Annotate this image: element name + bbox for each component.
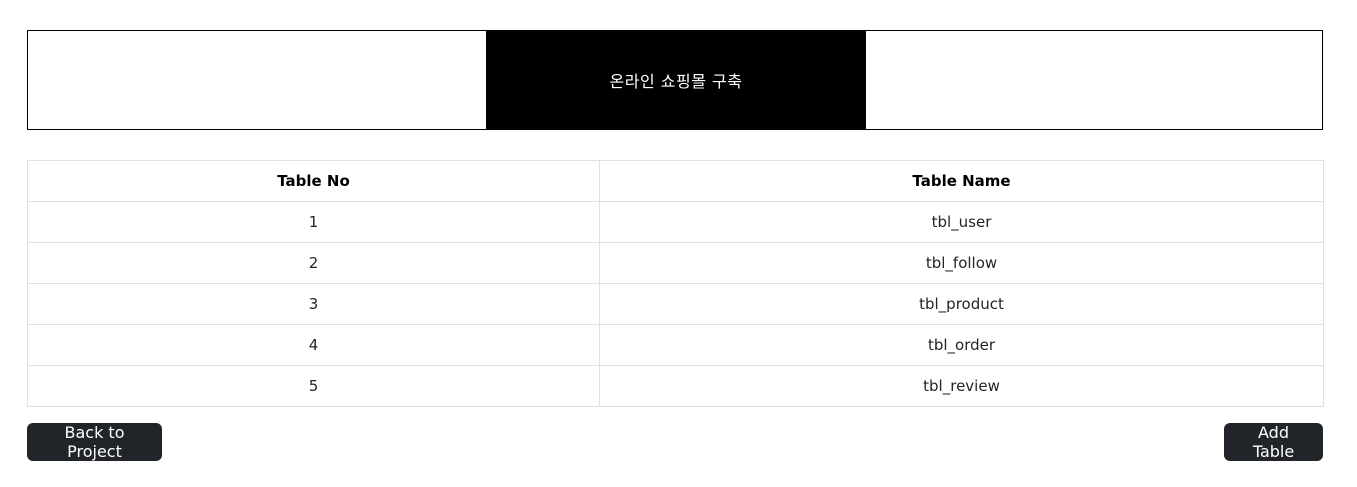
back-to-project-button[interactable]: Back to Project bbox=[27, 423, 162, 461]
project-title-box: 온라인 쇼핑몰 구축 bbox=[486, 31, 866, 129]
table-no-cell: 1 bbox=[28, 202, 600, 243]
table-row[interactable]: 1 tbl_user bbox=[28, 202, 1324, 243]
table-no-cell: 4 bbox=[28, 325, 600, 366]
table-no-cell: 5 bbox=[28, 366, 600, 407]
column-header-table-name: Table Name bbox=[600, 161, 1324, 202]
table-name-cell[interactable]: tbl_product bbox=[600, 284, 1324, 325]
table-name-cell[interactable]: tbl_user bbox=[600, 202, 1324, 243]
table-no-cell: 3 bbox=[28, 284, 600, 325]
table-no-cell: 2 bbox=[28, 243, 600, 284]
table-header-row: Table No Table Name bbox=[28, 161, 1324, 202]
project-title: 온라인 쇼핑몰 구축 bbox=[610, 68, 743, 92]
table-row[interactable]: 3 tbl_product bbox=[28, 284, 1324, 325]
table-name-cell[interactable]: tbl_review bbox=[600, 366, 1324, 407]
tables-list: Table No Table Name 1 tbl_user 2 tbl_fol… bbox=[27, 160, 1324, 407]
add-table-button[interactable]: Add Table bbox=[1224, 423, 1323, 461]
column-header-table-no: Table No bbox=[28, 161, 600, 202]
table-row[interactable]: 2 tbl_follow bbox=[28, 243, 1324, 284]
table-row[interactable]: 5 tbl_review bbox=[28, 366, 1324, 407]
project-header: 온라인 쇼핑몰 구축 bbox=[27, 30, 1323, 130]
table-row[interactable]: 4 tbl_order bbox=[28, 325, 1324, 366]
table-name-cell[interactable]: tbl_follow bbox=[600, 243, 1324, 284]
table-name-cell[interactable]: tbl_order bbox=[600, 325, 1324, 366]
